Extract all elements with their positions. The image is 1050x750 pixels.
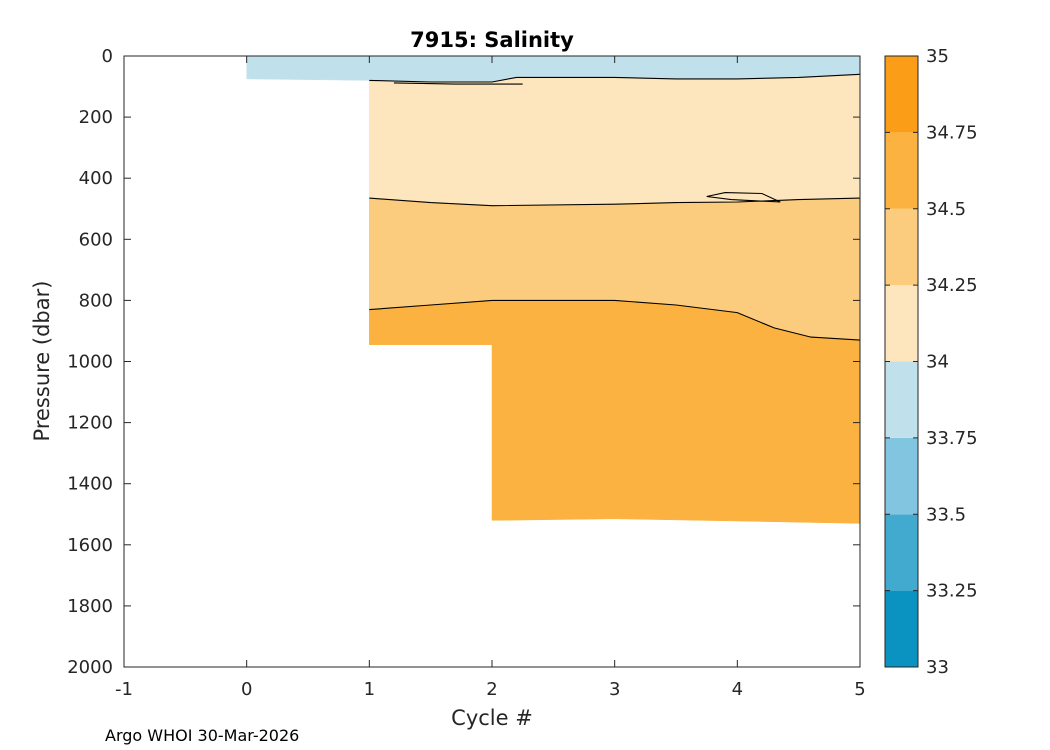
colorbar-tick-label: 34.75 — [926, 122, 978, 143]
x-tick-label: 3 — [609, 679, 620, 700]
colorbar-bands — [885, 56, 918, 667]
colorbar-band-3 — [885, 437, 918, 515]
colorbar-band-7 — [885, 132, 918, 209]
colorbar-band-1 — [885, 590, 918, 667]
colorbar-ticks: 33 33.25 33.5 33.75 34 34.25 34.5 34.75 35 — [885, 46, 978, 678]
contour-lines — [369, 73, 861, 341]
colorbar-band-8 — [885, 56, 918, 133]
y-tick-label: 1600 — [67, 535, 113, 556]
contour-line-3 — [369, 197, 861, 207]
y-tick-label: 0 — [102, 46, 113, 67]
salinity-region-2 — [369, 74, 861, 206]
colorbar: 33 33.25 33.5 33.75 34 34.25 34.5 34.75 35 — [884, 46, 978, 678]
y-tick-label: 600 — [79, 229, 113, 250]
salinity-regions — [246, 55, 861, 524]
y-tick-label: 1400 — [67, 474, 113, 495]
contour-line-1 — [369, 73, 861, 83]
colorbar-tick-label: 34.25 — [926, 275, 978, 296]
x-axis-label: Cycle # — [451, 706, 533, 730]
y-axis-ticks: 0 200 400 600 800 1000 1200 1400 1600 1800 2000 — [67, 46, 860, 678]
colorbar-tick-label: 34.5 — [926, 199, 966, 220]
contour-line-5 — [369, 299, 861, 341]
colorbar-tick-label: 33.25 — [926, 581, 978, 602]
colorbar-tick-label: 33.75 — [926, 428, 978, 449]
plot-area: -1 0 1 2 3 4 5 0 200 400 600 800 1000 1200 1400 1600 18… — [67, 46, 866, 700]
contour-line-2 — [393, 82, 523, 85]
x-tick-label: 4 — [732, 679, 743, 700]
colorbar-tick-label: 35 — [926, 46, 949, 67]
colorbar-tick-label: 33 — [926, 657, 949, 678]
y-tick-label: 200 — [79, 107, 113, 128]
chart-title: 7915: Salinity — [410, 28, 574, 52]
y-tick-label: 1800 — [67, 596, 113, 617]
y-tick-label: 1200 — [67, 413, 113, 434]
y-tick-label: 800 — [79, 290, 113, 311]
y-tick-label: 1000 — [67, 352, 113, 373]
colorbar-tick-label: 34 — [926, 352, 949, 373]
colorbar-band-4 — [885, 361, 918, 438]
y-tick-label: 400 — [79, 168, 113, 189]
contour-line-4 — [706, 192, 781, 203]
x-axis-ticks: -1 0 1 2 3 4 5 — [115, 56, 866, 700]
colorbar-band-6 — [885, 208, 918, 286]
x-tick-label: 2 — [486, 679, 497, 700]
x-tick-label: 1 — [364, 679, 375, 700]
y-tick-label: 2000 — [67, 657, 113, 678]
y-axis-label: Pressure (dbar) — [30, 281, 54, 442]
x-tick-label: 0 — [241, 679, 252, 700]
x-tick-label: 5 — [854, 679, 865, 700]
colorbar-band-5 — [885, 285, 918, 362]
colorbar-band-2 — [885, 514, 918, 591]
x-tick-label: -1 — [115, 679, 133, 700]
colorbar-tick-label: 33.5 — [926, 504, 966, 525]
footer-credit: Argo WHOI 30-Mar-2026 — [105, 726, 299, 745]
